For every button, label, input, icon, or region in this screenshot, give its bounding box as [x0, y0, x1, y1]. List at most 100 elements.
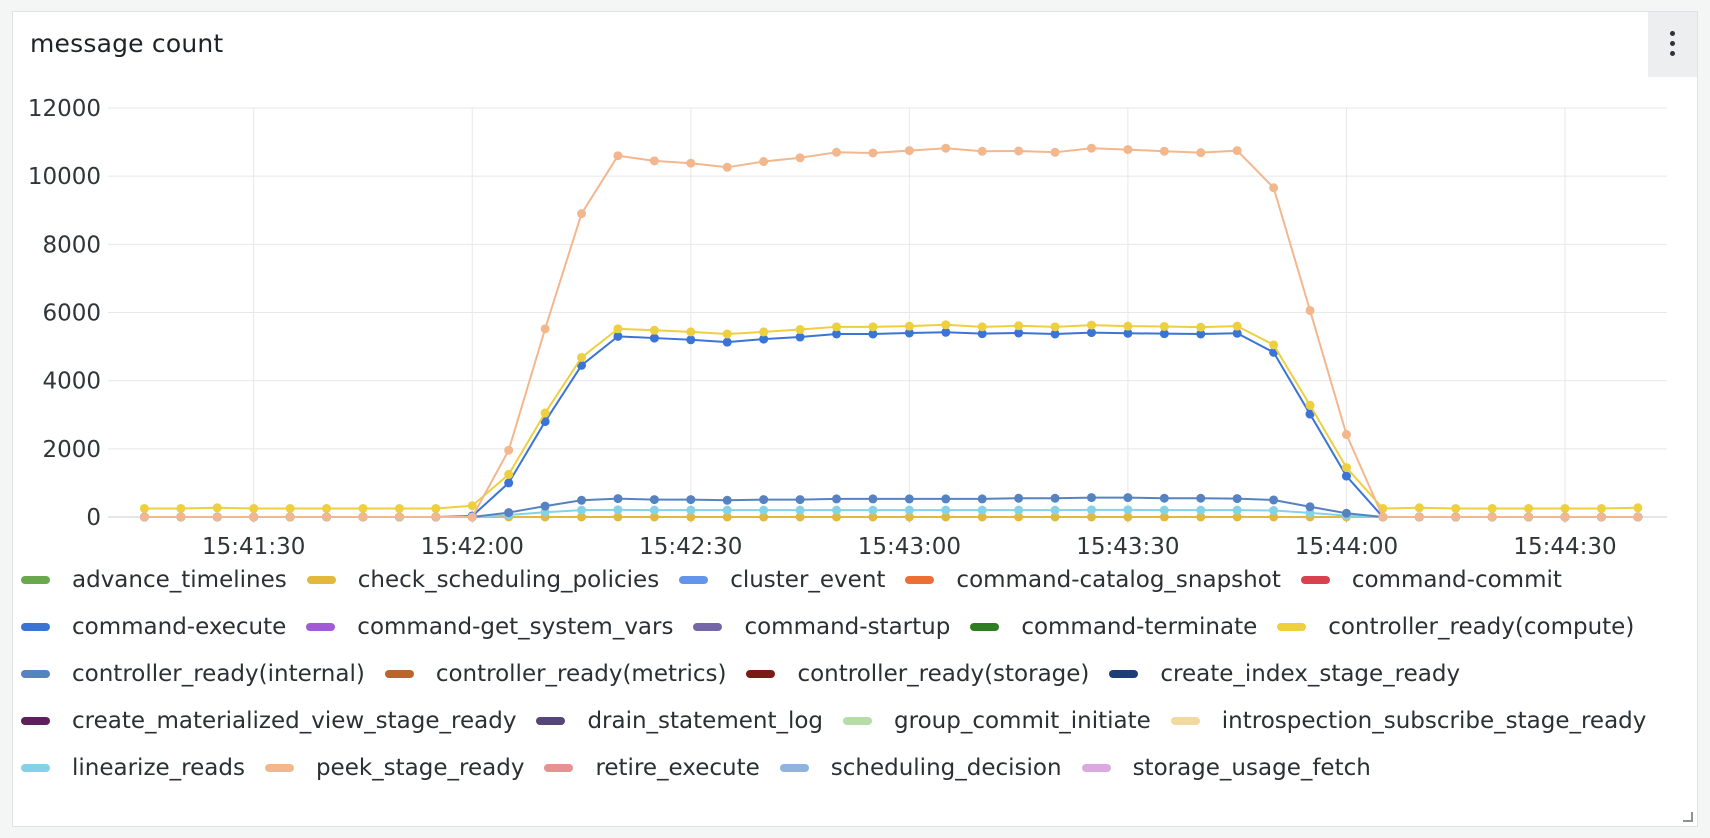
data-point[interactable]	[577, 495, 587, 505]
legend-item[interactable]: create_materialized_view_stage_ready	[21, 708, 516, 734]
data-point[interactable]	[1086, 320, 1096, 330]
data-point[interactable]	[977, 329, 987, 339]
legend-item[interactable]: storage_usage_fetch	[1081, 755, 1371, 781]
data-point[interactable]	[577, 512, 587, 522]
data-point[interactable]	[977, 505, 987, 515]
data-point[interactable]	[1633, 503, 1643, 513]
data-point[interactable]	[1196, 148, 1206, 158]
data-point[interactable]	[504, 478, 514, 488]
data-point[interactable]	[1123, 512, 1133, 522]
data-point[interactable]	[904, 505, 914, 515]
data-point[interactable]	[868, 148, 878, 158]
data-point[interactable]	[977, 512, 987, 522]
panel-menu-button[interactable]	[1648, 12, 1697, 77]
data-point[interactable]	[1050, 322, 1060, 332]
data-point[interactable]	[1159, 329, 1169, 339]
data-point[interactable]	[1451, 512, 1461, 522]
data-point[interactable]	[759, 495, 769, 505]
data-point[interactable]	[1414, 512, 1424, 522]
data-point[interactable]	[904, 494, 914, 504]
data-point[interactable]	[1159, 505, 1169, 515]
data-point[interactable]	[722, 505, 732, 515]
data-point[interactable]	[1341, 471, 1351, 481]
data-point[interactable]	[759, 505, 769, 515]
legend-item[interactable]: command-commit	[1300, 567, 1562, 593]
data-point[interactable]	[832, 505, 842, 515]
data-point[interactable]	[722, 329, 732, 339]
data-point[interactable]	[577, 360, 587, 370]
data-point[interactable]	[1086, 493, 1096, 503]
data-point[interactable]	[1159, 493, 1169, 503]
data-point[interactable]	[977, 494, 987, 504]
data-point[interactable]	[1014, 328, 1024, 338]
data-point[interactable]	[904, 146, 914, 156]
data-point[interactable]	[1232, 321, 1242, 331]
data-point[interactable]	[795, 505, 805, 515]
data-point[interactable]	[1050, 329, 1060, 339]
data-point[interactable]	[868, 512, 878, 522]
data-point[interactable]	[467, 512, 477, 522]
data-point[interactable]	[832, 329, 842, 339]
data-point[interactable]	[759, 334, 769, 344]
data-point[interactable]	[1159, 321, 1169, 331]
data-point[interactable]	[832, 322, 842, 332]
data-point[interactable]	[941, 320, 951, 330]
data-point[interactable]	[1341, 463, 1351, 473]
data-point[interactable]	[649, 333, 659, 343]
data-point[interactable]	[941, 327, 951, 337]
data-point[interactable]	[1196, 322, 1206, 332]
data-point[interactable]	[1014, 321, 1024, 331]
data-point[interactable]	[467, 501, 477, 511]
data-point[interactable]	[1196, 329, 1206, 339]
data-point[interactable]	[613, 331, 623, 341]
data-point[interactable]	[686, 505, 696, 515]
data-point[interactable]	[1269, 183, 1279, 193]
data-point[interactable]	[1086, 328, 1096, 338]
data-point[interactable]	[1487, 503, 1497, 513]
data-point[interactable]	[1123, 505, 1133, 515]
data-point[interactable]	[504, 445, 514, 455]
data-point[interactable]	[504, 469, 514, 479]
data-point[interactable]	[431, 512, 441, 522]
legend-item[interactable]: scheduling_decision	[779, 755, 1062, 781]
data-point[interactable]	[285, 503, 295, 513]
data-point[interactable]	[613, 494, 623, 504]
legend-item[interactable]: advance_timelines	[21, 567, 287, 593]
resize-corner-icon[interactable]	[1683, 812, 1693, 822]
data-point[interactable]	[577, 209, 587, 219]
data-point[interactable]	[1487, 512, 1497, 522]
data-point[interactable]	[1232, 328, 1242, 338]
data-point[interactable]	[1560, 512, 1570, 522]
data-point[interactable]	[1596, 503, 1606, 513]
data-point[interactable]	[504, 508, 514, 518]
data-point[interactable]	[868, 322, 878, 332]
legend-item[interactable]: controller_ready(internal)	[21, 661, 365, 687]
data-point[interactable]	[686, 512, 696, 522]
data-point[interactable]	[722, 495, 732, 505]
data-point[interactable]	[1050, 147, 1060, 157]
data-point[interactable]	[1196, 493, 1206, 503]
legend-item[interactable]: command-catalog_snapshot	[905, 567, 1281, 593]
data-point[interactable]	[1050, 493, 1060, 503]
data-point[interactable]	[904, 328, 914, 338]
data-point[interactable]	[1086, 143, 1096, 153]
data-point[interactable]	[941, 143, 951, 153]
data-point[interactable]	[722, 337, 732, 347]
data-point[interactable]	[1086, 512, 1096, 522]
data-point[interactable]	[1269, 506, 1279, 516]
data-point[interactable]	[322, 503, 332, 513]
data-point[interactable]	[1159, 512, 1169, 522]
data-point[interactable]	[1341, 508, 1351, 518]
data-point[interactable]	[868, 329, 878, 339]
data-point[interactable]	[795, 332, 805, 342]
data-point[interactable]	[649, 156, 659, 166]
data-point[interactable]	[540, 417, 550, 427]
data-point[interactable]	[649, 512, 659, 522]
data-point[interactable]	[1014, 505, 1024, 515]
data-point[interactable]	[577, 352, 587, 362]
data-point[interactable]	[358, 512, 368, 522]
data-point[interactable]	[795, 153, 805, 163]
data-point[interactable]	[1596, 512, 1606, 522]
data-point[interactable]	[1123, 493, 1133, 503]
legend-item[interactable]: peek_stage_ready	[264, 755, 524, 781]
